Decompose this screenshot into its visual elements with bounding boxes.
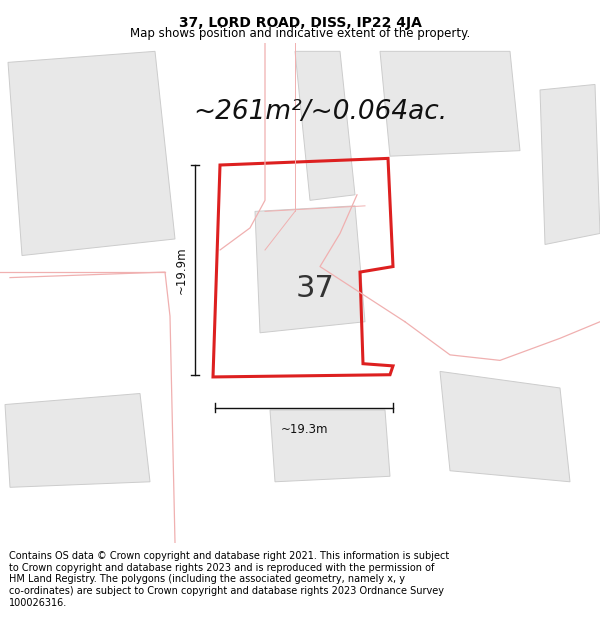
Polygon shape [380, 51, 520, 156]
Text: Map shows position and indicative extent of the property.: Map shows position and indicative extent… [130, 28, 470, 40]
Polygon shape [270, 410, 390, 482]
Polygon shape [295, 51, 355, 201]
Polygon shape [5, 394, 150, 488]
Text: ~261m²/~0.064ac.: ~261m²/~0.064ac. [193, 99, 447, 125]
Text: 37: 37 [296, 274, 334, 303]
Text: 37, LORD ROAD, DISS, IP22 4JA: 37, LORD ROAD, DISS, IP22 4JA [179, 16, 421, 29]
Polygon shape [8, 51, 175, 256]
Text: ~19.9m: ~19.9m [175, 246, 187, 294]
Polygon shape [540, 84, 600, 244]
Text: Contains OS data © Crown copyright and database right 2021. This information is : Contains OS data © Crown copyright and d… [9, 551, 449, 608]
Text: ~19.3m: ~19.3m [280, 423, 328, 436]
Polygon shape [255, 206, 365, 332]
Polygon shape [440, 371, 570, 482]
